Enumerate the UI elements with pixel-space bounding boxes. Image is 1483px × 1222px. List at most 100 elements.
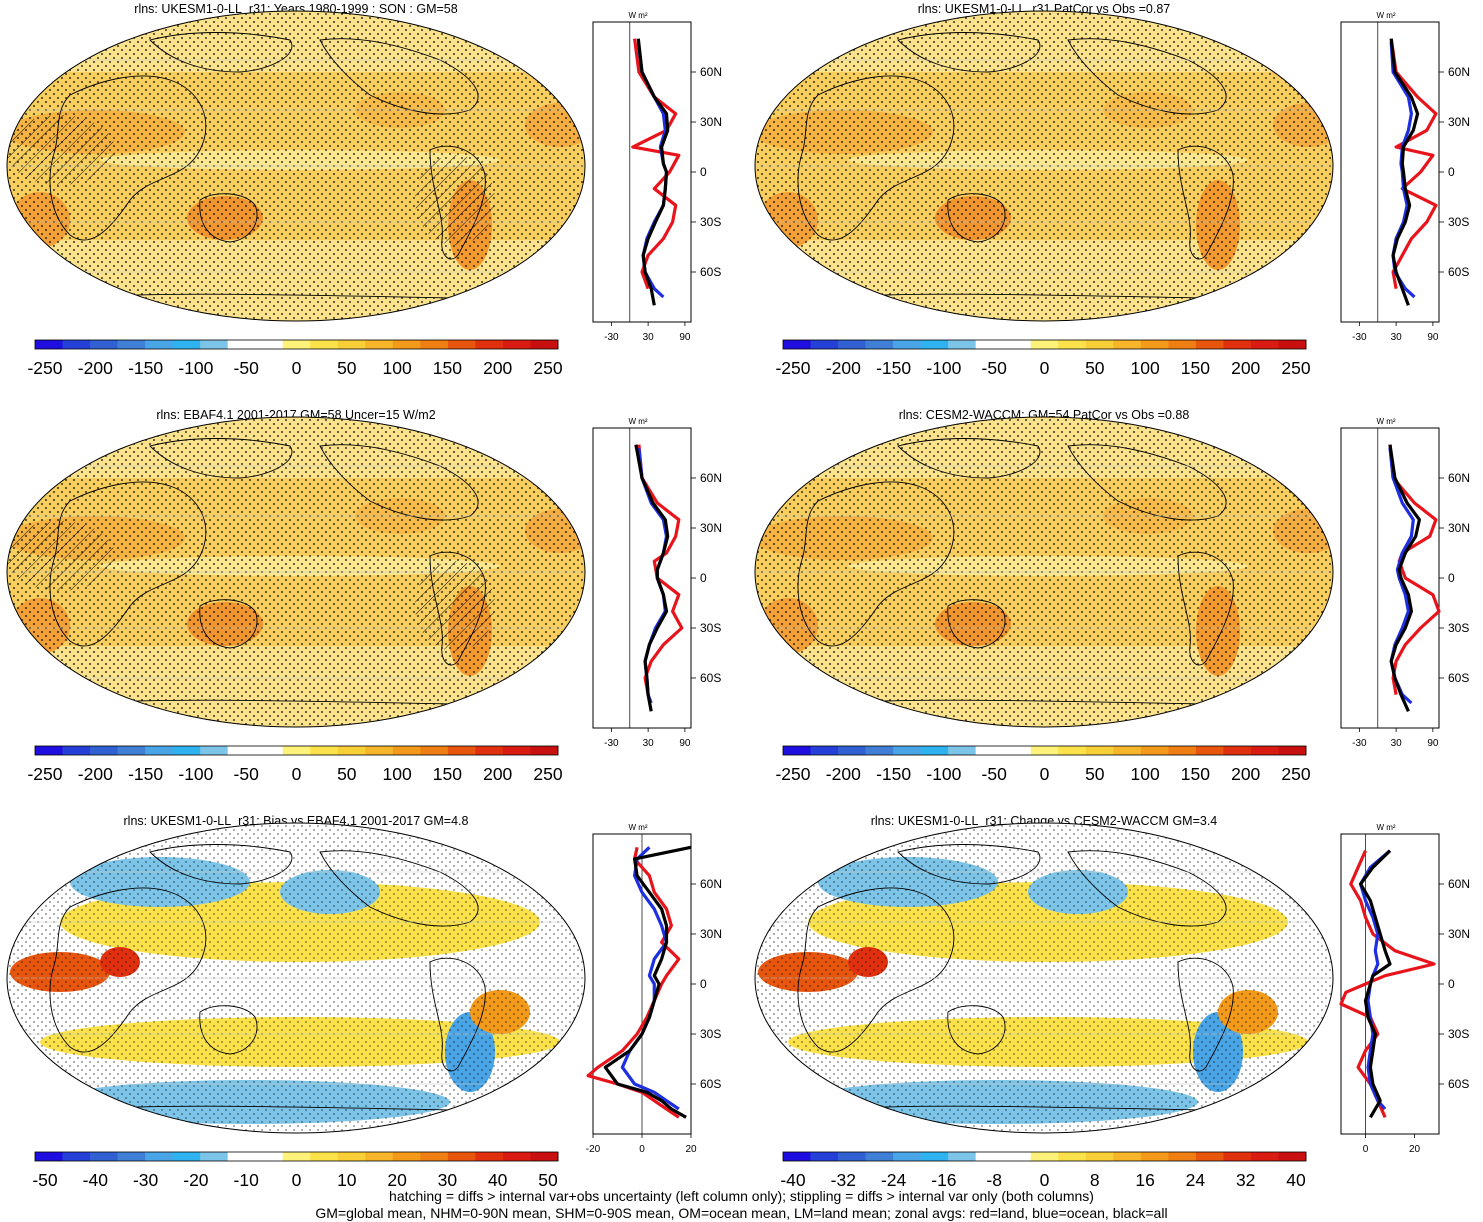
y-tick-label: 60S [1448, 671, 1469, 685]
colorbar-swatch [200, 746, 229, 755]
colorbar-tick-label: -150 [876, 764, 911, 784]
coastline [429, 957, 486, 1072]
colorbar-swatch [1085, 1152, 1114, 1161]
colorbar-swatch [62, 1152, 91, 1161]
colorbar-swatch [172, 746, 201, 755]
colorbar-swatch [282, 746, 311, 755]
y-tick-label: 60S [700, 265, 721, 279]
zonal-series-line-3 [1388, 444, 1422, 712]
y-tick-label: 60N [1448, 471, 1470, 485]
colorbar-swatch [1168, 1152, 1197, 1161]
zonal-series-line-2 [620, 846, 680, 1111]
coastline [897, 32, 1041, 73]
colorbar-swatch [475, 746, 504, 755]
colorbar-tick-label: -250 [775, 358, 810, 378]
y-tick-label: 60S [700, 671, 721, 685]
colorbar-tick-label: -100 [178, 358, 213, 378]
colorbar-swatch [282, 1152, 311, 1161]
colorbar-tick-label: -150 [128, 764, 163, 784]
map-field [7, 417, 585, 727]
colorbar-swatch [1195, 746, 1224, 755]
colorbar-swatch [90, 1152, 118, 1161]
colorbar-tick-label: 30 [438, 1170, 458, 1190]
colorbar-swatch [1030, 1152, 1059, 1161]
y-tick-label: 60S [1448, 265, 1469, 279]
colorbar-frame [34, 745, 559, 756]
colorbar-tick-label: -250 [775, 764, 810, 784]
panel-title: rlns: EBAF4.1 2001-2017 GM=58 Uncer=15 W… [156, 408, 435, 422]
y-tick-label: 30N [700, 115, 722, 129]
colorbar-swatch [1250, 746, 1279, 755]
colorbar-swatch [337, 340, 366, 349]
colorbar-tick-label: -150 [876, 358, 911, 378]
colorbar-frame [782, 339, 1307, 350]
panel-title: rlns: UKESM1-0-LL_r31: Bias vs EBAF4.1 2… [124, 814, 469, 828]
coastline [49, 887, 207, 1053]
colorbar-tick-label: 200 [1231, 358, 1260, 378]
zonal-average-panel: W m² 60N 30N 0 30S 60S 0 20 [1339, 823, 1470, 1155]
colorbar-swatch [310, 746, 339, 755]
coastline [897, 844, 1041, 885]
colorbar-tick-label: 40 [1286, 1170, 1306, 1190]
colorbar-swatch [90, 340, 118, 349]
y-tick-label: 30N [1448, 927, 1470, 941]
y-tick-label: 30N [1448, 521, 1470, 535]
colorbar-tick-label: -50 [32, 1170, 58, 1190]
zonal-average-panel: W m² 60N 30N 0 30S 60S -20 0 20 [586, 823, 722, 1155]
colorbar-tick-label: -8 [986, 1170, 1002, 1190]
y-tick-label: 60N [1448, 65, 1470, 79]
colorbar-swatch [920, 1152, 949, 1161]
colorbar-swatch [117, 746, 146, 755]
colorbar-swatch [1140, 340, 1169, 349]
map-frame [754, 416, 1334, 728]
colorbar-swatch [35, 340, 63, 349]
colorbar-tick-label: -250 [27, 358, 62, 378]
map-frame [754, 822, 1334, 1134]
coastline [1177, 551, 1234, 666]
colorbar-tick-label: 0 [292, 358, 302, 378]
map-frame [6, 416, 586, 728]
colorbar-swatch [810, 746, 839, 755]
colorbar-swatch [310, 340, 339, 349]
colorbar-swatch [838, 340, 866, 349]
colorbar-tick-label: 50 [1085, 764, 1105, 784]
colorbar-swatch [1058, 1152, 1087, 1161]
colorbar-swatch [530, 340, 559, 349]
coastline [49, 481, 207, 647]
zonal-series-line-3 [603, 845, 692, 1119]
chart-panel-2: rlns: UKESM1-0-LL_r31 PatCor vs Obs =0.8… [754, 2, 1470, 378]
colorbar-swatch [392, 746, 421, 755]
colorbar-swatch [1113, 1152, 1142, 1161]
colorbar-swatch [783, 340, 811, 349]
x-tick-label: 20 [685, 1144, 697, 1155]
colorbar-swatch [810, 1152, 839, 1161]
colorbar-swatch [337, 746, 366, 755]
colorbar-tick-label: 150 [433, 358, 462, 378]
colorbar-swatch [255, 340, 284, 349]
colorbar-swatch [1085, 746, 1114, 755]
colorbar-tick-label: -50 [234, 764, 260, 784]
colorbar-swatch [255, 746, 284, 755]
colorbar-tick-label: 8 [1090, 1170, 1100, 1190]
coastline [797, 481, 955, 647]
colorbar-swatch [1250, 1152, 1279, 1161]
stippling [755, 11, 1333, 321]
colorbar-tick-label: -40 [83, 1170, 109, 1190]
colorbar-swatch [1003, 746, 1032, 755]
colorbar: -250 -200 -150 -100 -50 0 50 100 150 200 250 [775, 745, 1311, 784]
colorbar-tick-label: 100 [1130, 358, 1159, 378]
y-tick-label: 60N [700, 877, 722, 891]
chart-panel-6: rlns: UKESM1-0-LL_r31: Change vs CESM2-W… [754, 814, 1470, 1190]
colorbar-swatch [530, 746, 559, 755]
colorbar-swatch [893, 746, 922, 755]
colorbar-swatch [90, 746, 118, 755]
map-frame [6, 10, 586, 322]
colorbar-tick-label: -200 [78, 358, 113, 378]
colorbar-swatch [365, 746, 394, 755]
colorbar-swatch [1223, 1152, 1252, 1161]
colorbar-swatch [920, 340, 949, 349]
colorbar-swatch [227, 746, 256, 755]
colorbar-swatch [530, 1152, 559, 1161]
colorbar-tick-label: 0 [1040, 358, 1050, 378]
panel-title: rlns: UKESM1-0-LL_r31 PatCor vs Obs =0.8… [918, 2, 1171, 16]
